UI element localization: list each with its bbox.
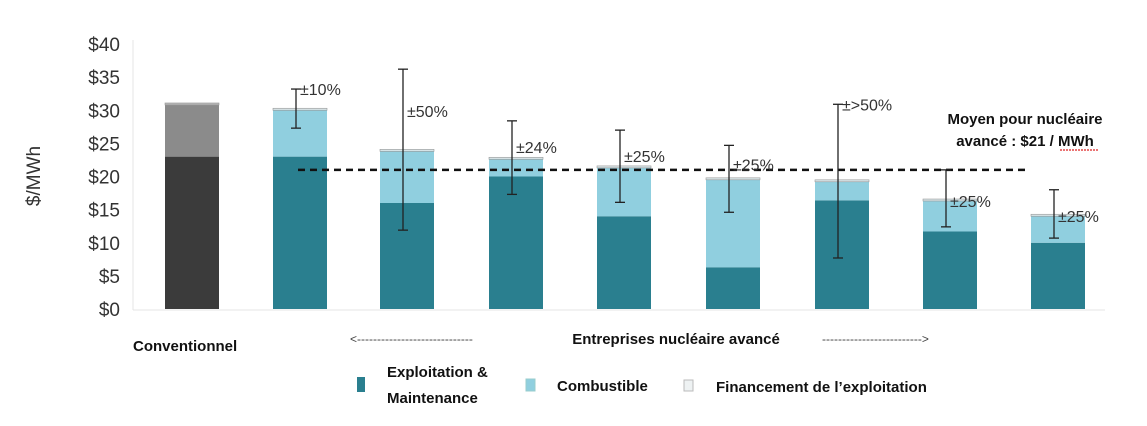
legend-label-om-line2: Maintenance <box>387 390 478 407</box>
bar-segment-om <box>923 231 977 309</box>
bar-segment-financing <box>596 165 652 169</box>
bar-segment-om <box>273 156 327 309</box>
bar-segment-om <box>815 200 869 309</box>
bar-segment-financing <box>379 149 435 152</box>
error-label: ±50% <box>407 104 448 121</box>
bar-segment-financing <box>272 107 328 111</box>
error-label: ±25% <box>950 194 991 211</box>
legend-swatch-financing <box>683 379 694 392</box>
error-label: ±25% <box>1058 209 1099 226</box>
average-label-line2: avancé : $21 / MWh <box>956 133 1094 150</box>
error-label: ±25% <box>624 149 665 166</box>
y-tick-label: $15 <box>88 201 120 222</box>
group-arrow-right: -------------------------> <box>822 332 929 346</box>
bar-segment-financing <box>705 177 761 181</box>
group-arrow-left: <----------------------------- <box>350 332 473 346</box>
bar-segment-om <box>597 216 651 309</box>
legend-swatch-om <box>357 377 365 392</box>
bar-segment-om <box>380 203 434 309</box>
bar-segment-fuel <box>165 104 219 157</box>
bar-segment-fuel <box>380 151 434 203</box>
bar-segment-om <box>706 267 760 309</box>
legend-label-om-line1: Exploitation & <box>387 364 488 381</box>
bar-segment-om <box>489 176 543 309</box>
error-label: ±10% <box>300 82 341 99</box>
bar-segment-fuel <box>273 110 327 157</box>
bar-segment-financing <box>488 156 544 160</box>
bar-segment-financing <box>814 179 870 183</box>
bar-segment-om <box>165 156 219 309</box>
bar-segment-fuel <box>815 181 869 201</box>
y-tick-label: $30 <box>88 101 120 122</box>
y-axis-label: $/MWh <box>24 146 45 206</box>
legend-swatch-fuel <box>525 378 536 392</box>
bar-segment-financing <box>1030 213 1086 217</box>
bar-segment-fuel <box>489 159 543 177</box>
category-label-conventional: Conventionnel <box>133 338 237 355</box>
average-label-line1: Moyen pour nucléaire <box>947 111 1102 128</box>
bar-segment-financing <box>922 198 978 202</box>
bar-segment-fuel <box>706 179 760 268</box>
y-tick-label: $40 <box>88 35 120 56</box>
group-label: Entreprises nucléaire avancé <box>572 331 780 348</box>
y-tick-label: $5 <box>99 267 120 288</box>
error-label: ±25% <box>733 157 774 174</box>
bar-segment-om <box>1031 242 1085 309</box>
bar-segment-financing <box>164 102 220 106</box>
y-tick-label: $35 <box>88 68 120 89</box>
legend: Exploitation & Maintenance Combustible F… <box>357 364 927 407</box>
legend-label-financing: Financement de l’exploitation <box>716 379 927 396</box>
y-tick-label: $0 <box>99 300 120 321</box>
bar-segment-fuel <box>597 167 651 217</box>
error-label: ±>50% <box>842 97 892 114</box>
error-label: ±24% <box>516 140 557 157</box>
legend-label-fuel: Combustible <box>557 378 648 395</box>
y-tick-label: $10 <box>88 234 120 255</box>
y-tick-label: $25 <box>88 134 120 155</box>
y-tick-label: $20 <box>88 168 120 189</box>
